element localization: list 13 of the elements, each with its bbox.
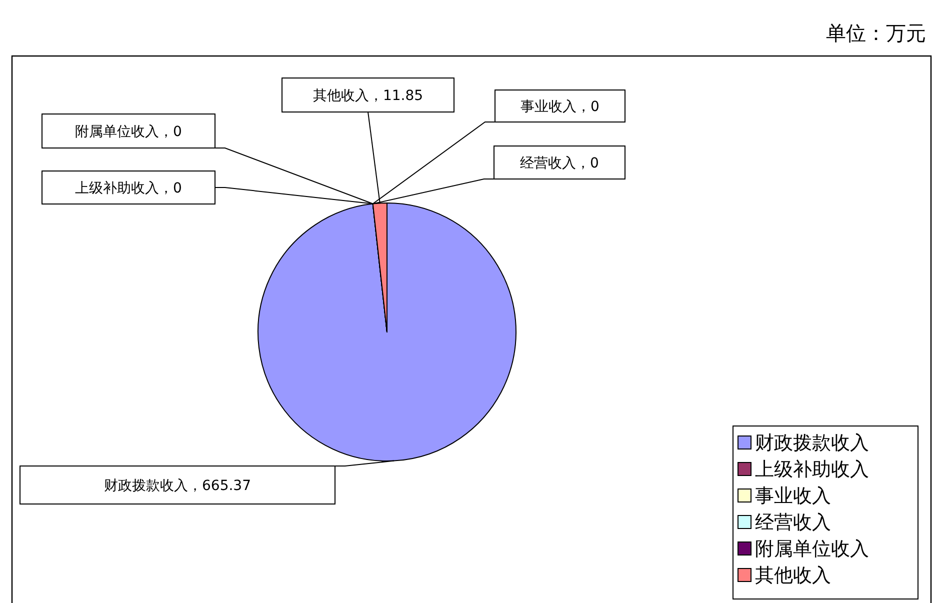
legend-label: 附属单位收入 <box>755 538 869 560</box>
legend-label: 财政拨款收入 <box>755 432 869 454</box>
legend-label: 经营收入 <box>755 512 831 534</box>
text: 附属单位收入，0 <box>75 124 182 140</box>
text: 事业收入，0 <box>520 99 600 115</box>
legend-label: 其他收入 <box>755 564 831 586</box>
legend-label: 事业收入 <box>755 485 831 507</box>
text: 单位：万元 <box>826 21 926 45</box>
data-label: 其他收入，11.85 <box>312 88 424 104</box>
legend-label: 上级补助收入 <box>755 458 869 480</box>
text: 上级补助收入，0 <box>75 180 182 196</box>
data-label: 财政拨款收入，665.37 <box>104 478 251 494</box>
text: 经营收入，0 <box>520 156 599 172</box>
